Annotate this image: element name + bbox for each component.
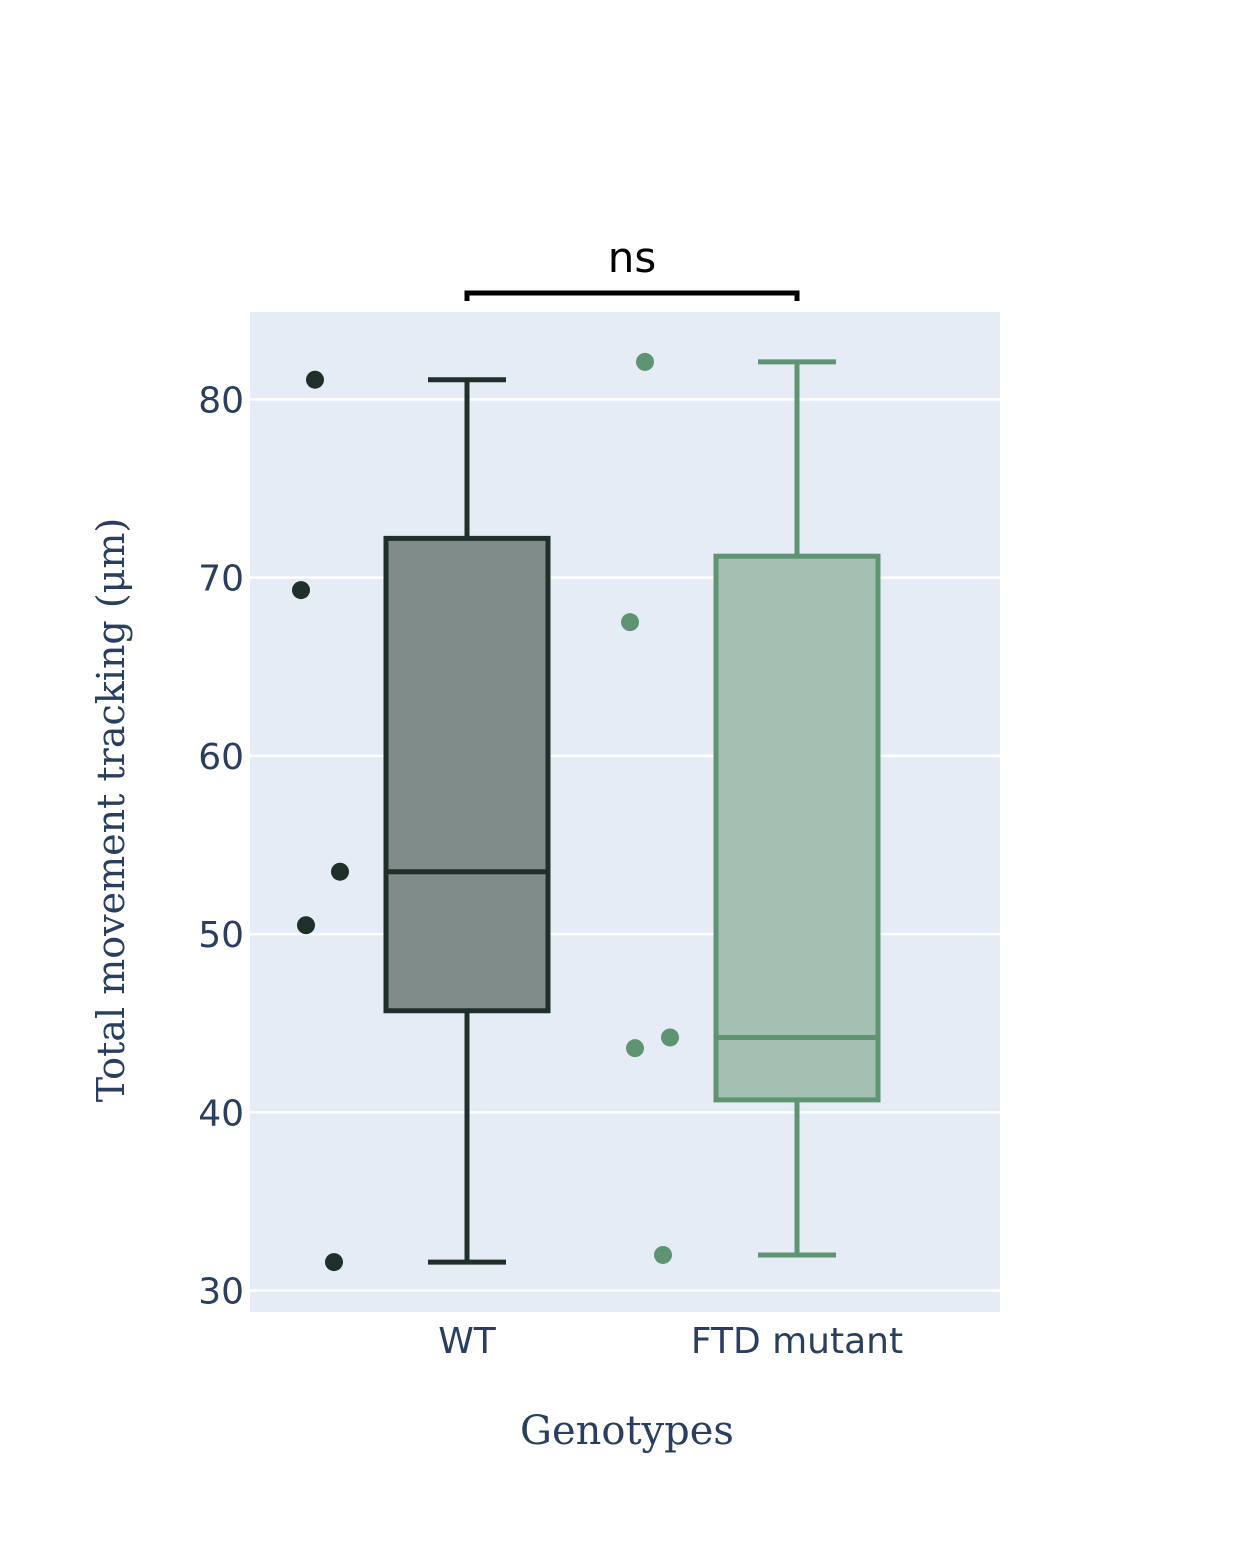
data-point-ftd-mutant-5 [654,1245,672,1264]
data-point-ftd-mutant-1 [636,352,654,371]
y-axis-title: Total movement tracking (μm) [89,518,133,1102]
data-point-wt-1 [306,370,324,389]
data-point-wt-4 [297,916,315,935]
plot-background [250,312,1000,1312]
significance-annotation: ns [464,233,800,301]
x-tick-label-wt: WT [438,1321,497,1362]
x-tick-label-ftd-mutant: FTD mutant [691,1321,903,1362]
x-axis-title: Genotypes [520,1408,734,1454]
data-point-ftd-mutant-4 [626,1039,644,1058]
y-tick-label-30: 30 [198,1272,244,1313]
y-tick-label-80: 80 [198,380,244,421]
box-series [292,352,881,1272]
data-point-wt-2 [292,581,310,600]
data-point-ftd-mutant-2 [621,613,639,632]
y-tick-label-40: 40 [198,1093,244,1134]
significance-bracket [464,290,800,301]
box-wt [292,370,551,1272]
data-point-wt-5 [325,1253,343,1272]
iqr-box-ftd-mutant [713,553,881,1103]
y-tick-label-70: 70 [198,559,244,600]
gridlines [250,398,1000,1292]
data-point-wt-3 [331,862,349,881]
iqr-box-wt [383,535,551,1014]
significance-label: ns [608,233,657,282]
y-tick-label-50: 50 [198,915,244,956]
y-axis-ticks: 30 40 50 60 70 80 [198,380,244,1312]
x-axis-categories: WT FTD mutant [438,1321,903,1362]
y-tick-label-60: 60 [198,737,244,778]
box-ftd-mutant [621,352,881,1264]
data-point-ftd-mutant-3 [661,1028,679,1047]
